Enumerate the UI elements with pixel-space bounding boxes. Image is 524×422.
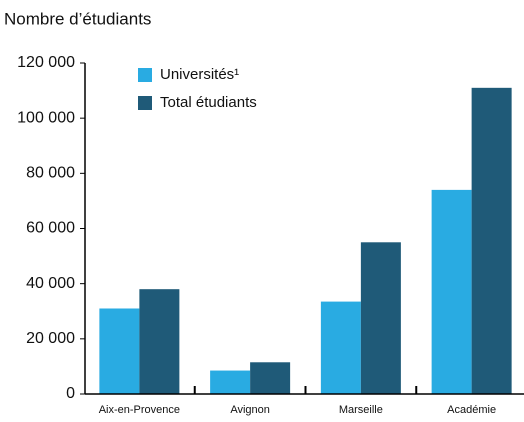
bar [210, 370, 251, 394]
legend-swatch [138, 68, 152, 82]
y-tick-label: 40 000 [26, 275, 75, 292]
legend-swatch [138, 96, 152, 110]
bar [320, 301, 361, 394]
chart-title: Nombre d’étudiants [4, 9, 151, 28]
bar [471, 87, 512, 394]
bar [360, 242, 401, 394]
y-tick-label: 60 000 [26, 220, 75, 237]
bar [431, 189, 472, 394]
x-tick-label: Académie [447, 404, 496, 416]
y-tick-label: 20 000 [26, 330, 75, 347]
legend-label: Universités¹ [160, 66, 239, 83]
x-tick-label: Avignon [230, 404, 270, 416]
bar [99, 308, 140, 394]
y-tick-label: 0 [66, 385, 75, 402]
y-tick-label: 120 000 [17, 54, 75, 71]
y-tick-label: 100 000 [17, 109, 75, 126]
bar [250, 362, 291, 394]
legend-label: Total étudiants [160, 94, 257, 111]
bar [139, 289, 180, 394]
y-tick-label: 80 000 [26, 165, 75, 182]
x-tick-label: Marseille [339, 404, 383, 416]
x-tick-label: Aix-en-Provence [99, 404, 180, 416]
